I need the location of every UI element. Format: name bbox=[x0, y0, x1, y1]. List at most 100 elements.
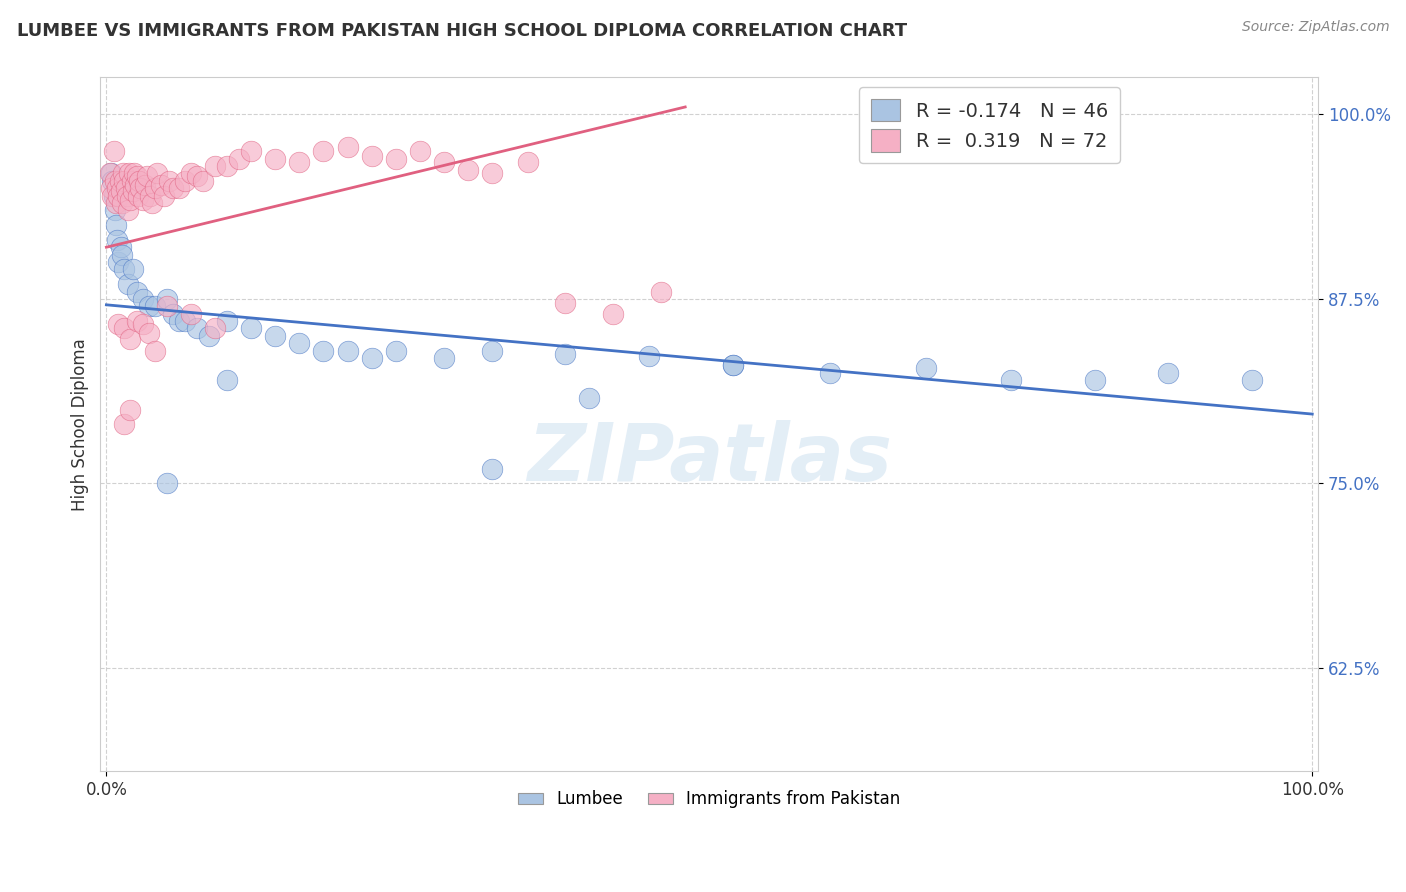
Point bbox=[101, 188, 124, 202]
Point bbox=[105, 181, 128, 195]
Point bbox=[143, 299, 166, 313]
Point bbox=[481, 166, 503, 180]
Point bbox=[101, 174, 124, 188]
Legend: Lumbee, Immigrants from Pakistan: Lumbee, Immigrants from Pakistan bbox=[512, 784, 907, 815]
Point bbox=[162, 307, 184, 321]
Point bbox=[131, 292, 153, 306]
Point bbox=[120, 193, 142, 207]
Point bbox=[103, 188, 125, 202]
Point bbox=[215, 314, 238, 328]
Point bbox=[915, 361, 938, 376]
Point bbox=[143, 181, 166, 195]
Point bbox=[112, 166, 135, 180]
Point bbox=[110, 184, 132, 198]
Point bbox=[157, 174, 180, 188]
Point bbox=[134, 178, 156, 193]
Point bbox=[111, 196, 134, 211]
Point bbox=[125, 169, 148, 184]
Point bbox=[554, 296, 576, 310]
Point bbox=[153, 188, 176, 202]
Point bbox=[105, 233, 128, 247]
Point bbox=[650, 285, 672, 299]
Point bbox=[173, 314, 195, 328]
Point bbox=[129, 181, 152, 195]
Point bbox=[384, 343, 406, 358]
Point bbox=[156, 292, 179, 306]
Point bbox=[186, 321, 208, 335]
Point bbox=[118, 166, 141, 180]
Point bbox=[288, 154, 311, 169]
Point bbox=[143, 343, 166, 358]
Point bbox=[107, 255, 129, 269]
Point bbox=[240, 145, 263, 159]
Point bbox=[1084, 373, 1107, 387]
Point bbox=[128, 174, 150, 188]
Point bbox=[105, 218, 128, 232]
Point bbox=[98, 166, 121, 180]
Point bbox=[117, 277, 139, 292]
Point bbox=[108, 174, 131, 188]
Point bbox=[191, 174, 214, 188]
Point bbox=[1000, 373, 1022, 387]
Point bbox=[481, 461, 503, 475]
Point bbox=[114, 417, 136, 432]
Point bbox=[409, 145, 432, 159]
Point bbox=[433, 351, 456, 365]
Point bbox=[122, 262, 145, 277]
Point bbox=[115, 188, 138, 202]
Point bbox=[162, 181, 184, 195]
Point bbox=[120, 332, 142, 346]
Point bbox=[360, 149, 382, 163]
Point bbox=[125, 285, 148, 299]
Text: LUMBEE VS IMMIGRANTS FROM PAKISTAN HIGH SCHOOL DIPLOMA CORRELATION CHART: LUMBEE VS IMMIGRANTS FROM PAKISTAN HIGH … bbox=[17, 22, 907, 40]
Point bbox=[554, 346, 576, 360]
Point bbox=[138, 326, 160, 340]
Point bbox=[114, 181, 136, 195]
Point bbox=[264, 152, 287, 166]
Point bbox=[602, 307, 624, 321]
Point bbox=[167, 314, 190, 328]
Point bbox=[240, 321, 263, 335]
Point bbox=[264, 328, 287, 343]
Point bbox=[156, 299, 179, 313]
Point bbox=[723, 359, 745, 373]
Point bbox=[638, 350, 661, 364]
Point bbox=[228, 152, 250, 166]
Point bbox=[149, 178, 172, 193]
Point bbox=[180, 307, 202, 321]
Point bbox=[384, 152, 406, 166]
Point bbox=[104, 203, 127, 218]
Point bbox=[818, 366, 841, 380]
Point bbox=[103, 145, 125, 159]
Point bbox=[156, 476, 179, 491]
Point bbox=[336, 343, 359, 358]
Point bbox=[215, 159, 238, 173]
Point bbox=[122, 184, 145, 198]
Point bbox=[141, 196, 163, 211]
Point bbox=[139, 188, 162, 202]
Point bbox=[288, 336, 311, 351]
Point bbox=[138, 299, 160, 313]
Point bbox=[215, 373, 238, 387]
Point bbox=[517, 154, 540, 169]
Point bbox=[107, 188, 129, 202]
Point bbox=[111, 247, 134, 261]
Point bbox=[127, 188, 149, 202]
Point bbox=[107, 317, 129, 331]
Text: ZIPatlas: ZIPatlas bbox=[527, 420, 891, 498]
Point bbox=[723, 359, 745, 373]
Point bbox=[360, 351, 382, 365]
Point bbox=[100, 181, 122, 195]
Point bbox=[114, 174, 136, 188]
Point bbox=[433, 154, 456, 169]
Point bbox=[167, 181, 190, 195]
Point bbox=[117, 203, 139, 218]
Point bbox=[124, 178, 146, 193]
Point bbox=[204, 159, 226, 173]
Point bbox=[121, 174, 143, 188]
Point bbox=[186, 169, 208, 184]
Point bbox=[1156, 366, 1178, 380]
Y-axis label: High School Diploma: High School Diploma bbox=[72, 338, 89, 511]
Point bbox=[204, 321, 226, 335]
Point bbox=[120, 402, 142, 417]
